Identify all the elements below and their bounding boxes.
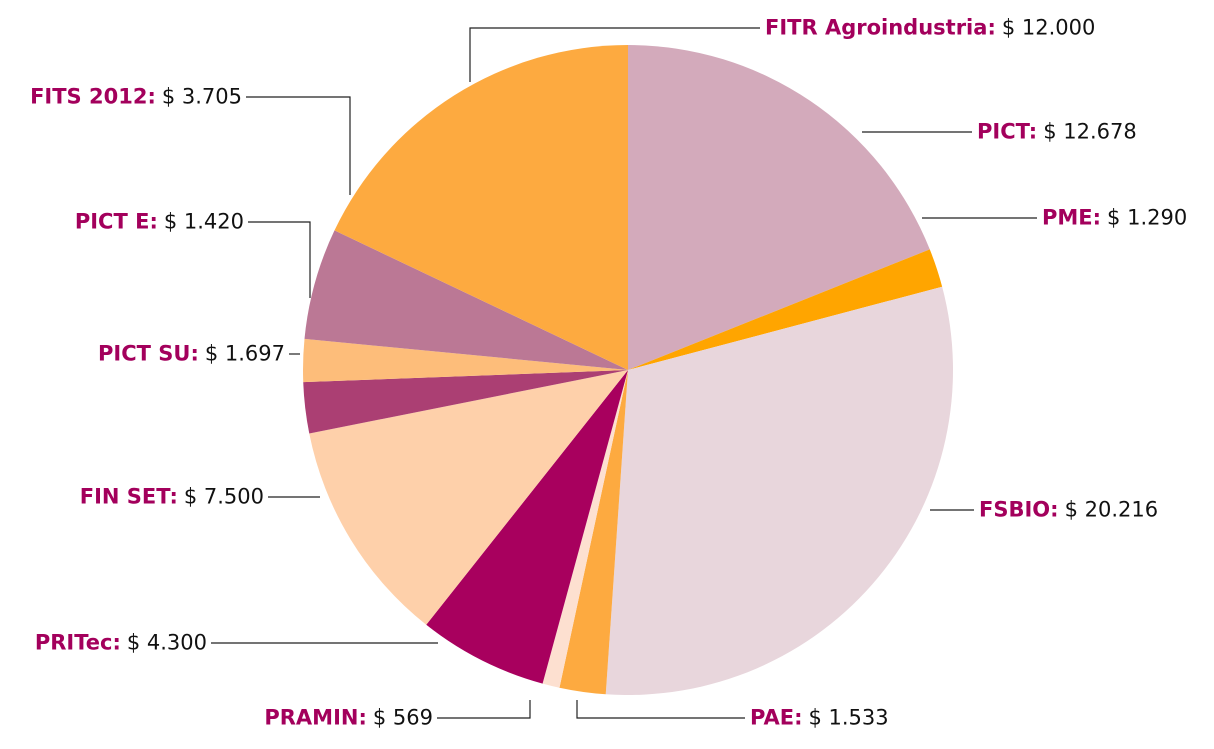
pie-slice xyxy=(542,370,628,688)
slice-label: PICT SU$ 1.697 xyxy=(98,341,285,366)
slice-label: FITS 2012$ 3.705 xyxy=(30,84,242,109)
category-name: PICT xyxy=(977,120,1043,144)
value-label: $ 12.678 xyxy=(1043,119,1137,144)
slice-label: FITR Agroindustria$ 12.000 xyxy=(765,15,1096,40)
slice-label: FSBIO$ 20.216 xyxy=(979,497,1159,522)
pie-slice xyxy=(303,338,628,383)
pie-slice xyxy=(628,249,943,370)
category-name: FITR Agroindustria xyxy=(765,16,1002,40)
slice-label: PRITec$ 4.300 xyxy=(35,630,207,655)
pie-slice xyxy=(426,370,628,684)
leader-line xyxy=(469,27,760,82)
slice-label: PRAMIN$ 569 xyxy=(264,705,433,730)
pie-slice xyxy=(628,45,930,370)
leader-line xyxy=(248,221,311,298)
pie-slice xyxy=(304,230,628,370)
category-name: FITS 2012 xyxy=(30,85,162,109)
category-name: PICT E xyxy=(75,210,164,234)
slice-label: PICT$ 12.678 xyxy=(977,119,1137,144)
slice-label: PICT E$ 1.420 xyxy=(75,209,244,234)
pie-slice xyxy=(334,44,628,370)
value-label: $ 7.500 xyxy=(183,484,264,509)
slice-label: PAE$ 1.533 xyxy=(750,705,889,730)
category-name: FIN SET xyxy=(80,485,184,509)
value-label: $ 1.533 xyxy=(808,705,889,730)
slice-label: PME$ 1.290 xyxy=(1042,205,1188,230)
leader-line xyxy=(576,700,745,719)
value-label: $ 20.216 xyxy=(1064,497,1159,522)
value-label: $ 1.420 xyxy=(163,209,244,234)
leader-line xyxy=(437,700,531,719)
value-label: $ 4.300 xyxy=(126,630,207,655)
category-name: PRAMIN xyxy=(264,706,373,730)
category-name: PAE xyxy=(750,706,808,730)
leader-line xyxy=(246,96,351,195)
value-label: $ 1.290 xyxy=(1107,205,1188,230)
category-name: PRITec xyxy=(35,631,127,655)
value-label: $ 1.697 xyxy=(204,341,285,366)
category-name: FSBIO xyxy=(979,498,1065,522)
value-label: $ 569 xyxy=(372,705,433,730)
pie-slice xyxy=(559,370,628,695)
slice-label: FIN SET$ 7.500 xyxy=(80,484,264,509)
pie-slice xyxy=(303,370,628,434)
pie-slice xyxy=(605,286,953,696)
category-name: PME xyxy=(1042,206,1107,230)
pie-slice xyxy=(309,370,628,625)
category-name: PICT SU xyxy=(98,342,205,366)
value-label: $ 12.000 xyxy=(1001,15,1096,40)
value-label: $ 3.705 xyxy=(161,84,242,109)
